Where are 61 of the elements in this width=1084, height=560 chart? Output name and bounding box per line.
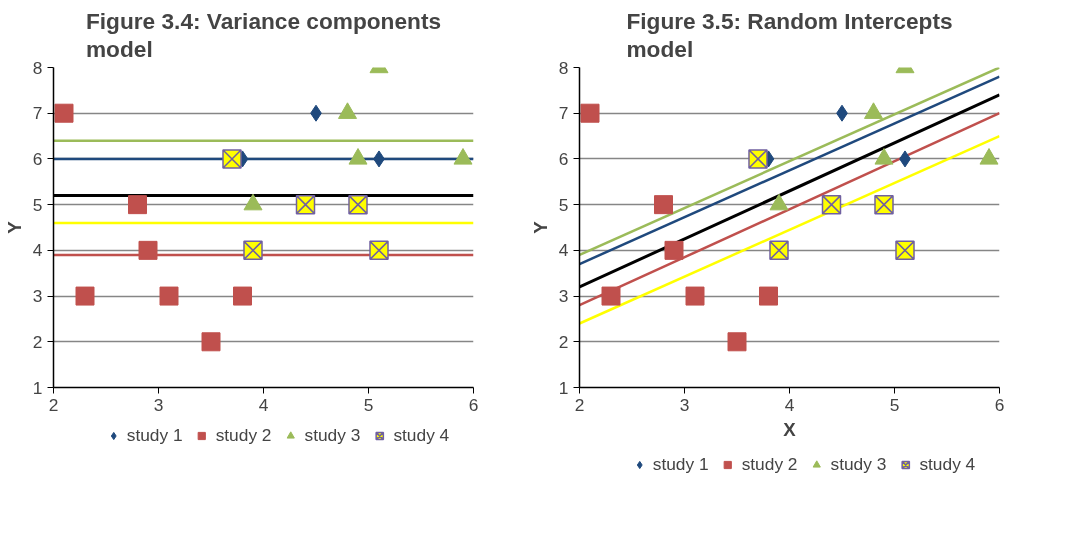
y-tick-label: 8 [32, 57, 43, 78]
y-tick-label: 1 [558, 377, 569, 398]
legend-label: study 1 [652, 453, 709, 475]
legend-label: study 1 [126, 424, 183, 446]
point [201, 332, 221, 352]
point [222, 149, 242, 169]
point [348, 194, 368, 215]
y-tick-label: 2 [32, 331, 43, 352]
point [601, 286, 621, 306]
legend-label: study 4 [393, 424, 450, 446]
point [769, 240, 789, 261]
legend-label: study 3 [830, 453, 887, 475]
point [138, 240, 158, 260]
y-tick-label: 6 [558, 148, 569, 169]
point [75, 286, 95, 306]
point [159, 286, 179, 306]
y-tick-label: 4 [558, 240, 569, 261]
legend-label: study 2 [741, 453, 798, 475]
x-tick-label: 4 [258, 394, 269, 415]
y-axis-title: Y [3, 220, 25, 234]
y-tick-label: 7 [558, 103, 569, 124]
legend-label: study 4 [919, 453, 976, 475]
x-tick-label: 2 [48, 394, 59, 415]
chart-title: Figure 3.4: Variance components model [85, 7, 442, 63]
y-tick-label: 3 [558, 286, 569, 307]
y-tick-label: 6 [32, 148, 43, 169]
y-tick-label: 5 [558, 194, 569, 215]
y-tick-label: 3 [32, 286, 43, 307]
x-tick-label: 2 [574, 394, 585, 415]
point [685, 286, 705, 306]
point [580, 103, 600, 123]
legend-label: study 2 [215, 424, 272, 446]
y-tick-label: 8 [558, 57, 569, 78]
point [243, 240, 263, 261]
point [54, 103, 74, 123]
point [654, 195, 673, 215]
x-axis-title: X [783, 418, 797, 440]
x-tick-label: 3 [153, 394, 164, 415]
point [233, 286, 252, 306]
point [128, 195, 147, 215]
y-tick-label: 7 [32, 103, 43, 124]
point [727, 332, 747, 352]
point [664, 240, 684, 260]
point [759, 286, 778, 306]
x-tick-label: 5 [363, 394, 374, 415]
y-tick-label: 2 [558, 331, 569, 352]
legend-label: study 3 [304, 424, 361, 446]
x-tick-label: 6 [468, 394, 479, 415]
chart-title: Figure 3.5: Random Intercepts model [626, 7, 953, 63]
point [748, 149, 768, 169]
x-tick-label: 4 [784, 394, 795, 415]
y-tick-label: 5 [32, 194, 43, 215]
point [369, 240, 389, 261]
y-tick-label: 4 [32, 240, 43, 261]
y-axis-title: Y [529, 220, 551, 234]
point [895, 240, 915, 261]
x-tick-label: 5 [889, 394, 900, 415]
x-tick-label: 3 [679, 394, 690, 415]
point [874, 194, 894, 215]
x-tick-label: 6 [994, 394, 1005, 415]
y-tick-label: 1 [32, 377, 43, 398]
